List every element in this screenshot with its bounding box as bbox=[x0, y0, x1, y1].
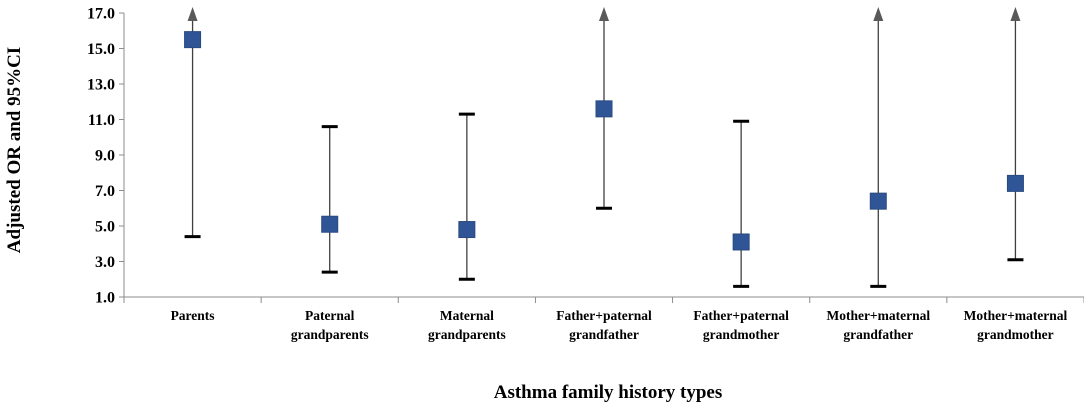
x-tick-label: Father+paternal bbox=[693, 308, 789, 323]
x-tick-label: grandmother bbox=[703, 327, 780, 342]
y-tick-label: 17.0 bbox=[87, 6, 115, 23]
x-tick-label: grandparents bbox=[291, 327, 369, 342]
point-estimates bbox=[184, 31, 1024, 251]
x-tick-label: Paternal bbox=[305, 308, 355, 323]
x-axis-title: Asthma family history types bbox=[494, 382, 723, 403]
x-tick-labels: Parents Paternal grandparents Maternal grand… bbox=[171, 308, 1068, 342]
x-tick-label: Mother+maternal bbox=[964, 308, 1068, 323]
or-marker bbox=[595, 100, 613, 118]
or-marker bbox=[458, 221, 476, 239]
or-marker bbox=[732, 233, 750, 251]
x-tick-label: Father+paternal bbox=[556, 308, 652, 323]
y-axis-title: Adjusted OR and 95%CI bbox=[4, 47, 25, 253]
y-tick-label: 7.0 bbox=[95, 183, 115, 200]
x-tick-label: grandparents bbox=[428, 327, 506, 342]
or-marker bbox=[869, 192, 887, 210]
or-marker bbox=[184, 31, 202, 49]
y-tick-label: 13.0 bbox=[87, 77, 115, 94]
ci-upper-arrow bbox=[599, 7, 609, 21]
confidence-intervals bbox=[184, 7, 1024, 288]
x-tick-label: grandmother bbox=[977, 327, 1054, 342]
ci-upper-arrow bbox=[1010, 7, 1021, 21]
x-tick-label: grandfather bbox=[569, 327, 639, 342]
or-marker bbox=[1006, 174, 1024, 192]
ci-upper-arrow bbox=[873, 7, 884, 21]
y-ticks: 1.0 3.0 5.0 7.0 9.0 11.0 13.0 15.0 17.0 bbox=[87, 6, 124, 307]
y-tick-label: 11.0 bbox=[88, 112, 115, 129]
x-tick-label: Mother+maternal bbox=[826, 308, 930, 323]
y-tick-label: 1.0 bbox=[95, 290, 115, 307]
y-tick-label: 9.0 bbox=[95, 148, 115, 165]
x-tick-label: Parents bbox=[171, 308, 215, 323]
or-marker bbox=[321, 215, 339, 233]
y-tick-label: 15.0 bbox=[87, 41, 115, 58]
ci-upper-arrow bbox=[187, 7, 198, 21]
x-tick-label: grandfather bbox=[843, 327, 913, 342]
x-tick-label: Maternal bbox=[440, 308, 494, 323]
y-tick-label: 3.0 bbox=[95, 254, 115, 271]
y-tick-label: 5.0 bbox=[95, 219, 115, 236]
